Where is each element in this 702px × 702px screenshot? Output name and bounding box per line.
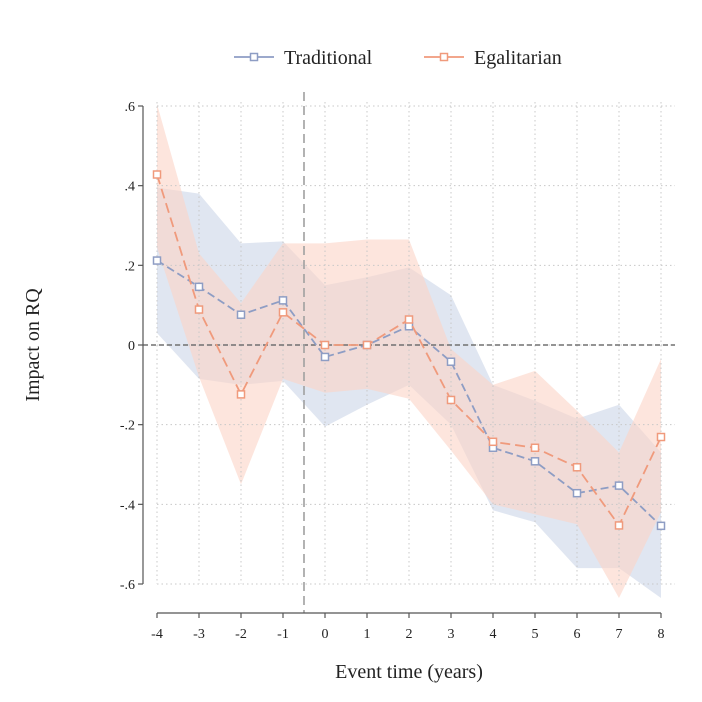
x-tick-label: 0 <box>322 627 329 642</box>
data-point-egalitarian <box>236 390 246 399</box>
data-point-egalitarian <box>320 340 330 350</box>
x-tick-label: 3 <box>448 627 455 642</box>
x-tick-label: 4 <box>490 627 497 642</box>
data-point-egalitarian <box>614 521 624 530</box>
data-point-traditional <box>530 457 540 466</box>
data-point-traditional <box>404 322 414 331</box>
x-axis-label: Event time (years) <box>335 661 483 683</box>
y-tick-label: -.6 <box>120 578 135 593</box>
data-point-traditional <box>320 352 330 362</box>
y-tick-label: 0 <box>128 339 135 354</box>
data-point-traditional <box>614 481 624 490</box>
x-tick-label: -2 <box>235 627 247 642</box>
y-tick-label: -.2 <box>120 419 135 434</box>
data-point-egalitarian <box>488 437 498 447</box>
y-tick-label: -.4 <box>120 498 135 513</box>
data-point-egalitarian <box>362 340 372 350</box>
x-tick-label: 7 <box>616 627 623 642</box>
data-point-traditional <box>656 521 666 531</box>
series-lines <box>152 170 666 531</box>
data-point-egalitarian <box>152 170 162 179</box>
data-point-traditional <box>152 256 162 265</box>
data-point-egalitarian <box>530 443 540 453</box>
legend-item-traditional: Traditional <box>234 47 373 69</box>
data-point-traditional <box>278 296 288 305</box>
y-tick-label: .6 <box>125 100 136 115</box>
axes: .6 .4 .2 0 -.2 -.4 -.6 -4 -3 -2 -1 0 1 2 3 4 5 6 7 8 <box>120 100 665 642</box>
data-point-traditional <box>446 357 456 366</box>
x-tick-label: 2 <box>406 627 413 642</box>
y-tick-label: .2 <box>125 259 136 274</box>
x-tick-label: 1 <box>364 627 371 642</box>
legend: Traditional Egalitarian <box>234 47 562 69</box>
reference-lines <box>143 92 675 613</box>
x-tick-label: 8 <box>658 627 665 642</box>
y-tick-label: .4 <box>125 180 136 195</box>
legend-swatch-marker <box>249 52 259 62</box>
x-tick-label: -1 <box>277 627 289 642</box>
legend-item-egalitarian: Egalitarian <box>424 47 562 69</box>
x-tick-label: -4 <box>151 627 163 642</box>
data-point-egalitarian <box>404 315 414 324</box>
data-point-egalitarian <box>656 432 666 442</box>
x-tick-label: -3 <box>193 627 205 642</box>
legend-label-traditional: Traditional <box>284 47 373 69</box>
data-point-traditional <box>194 282 204 292</box>
y-axis-label: Impact on RQ <box>22 288 44 402</box>
data-point-egalitarian <box>446 395 456 405</box>
data-point-egalitarian <box>194 305 204 314</box>
legend-label-egalitarian: Egalitarian <box>474 47 562 69</box>
x-tick-label: 5 <box>532 627 539 642</box>
data-point-traditional <box>236 310 246 319</box>
data-point-egalitarian <box>278 308 288 317</box>
data-point-traditional <box>572 488 582 498</box>
data-point-egalitarian <box>572 463 582 472</box>
x-tick-label: 6 <box>574 627 581 642</box>
legend-swatch-marker <box>439 52 449 62</box>
